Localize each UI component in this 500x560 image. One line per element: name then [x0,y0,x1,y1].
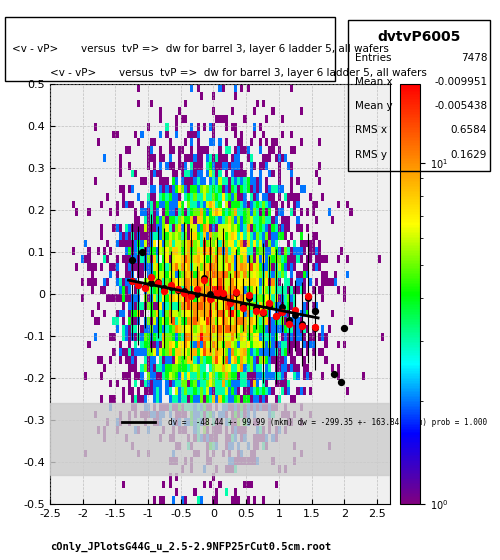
Text: RMS y: RMS y [354,150,386,160]
Text: Mean y: Mean y [354,101,392,111]
Point [298,322,306,331]
Point [226,298,234,307]
Text: 0.1629: 0.1629 [451,150,487,160]
Text: Mean x: Mean x [354,77,392,87]
Point [278,307,286,316]
Point [272,311,280,320]
Text: 7478: 7478 [460,53,487,63]
Point [206,295,214,304]
Text: dv =  -48.44 +- 99.99 (mkm) dw = -299.35 +- 163.84 (mkm) prob = 1.000: dv = -48.44 +- 99.99 (mkm) dw = -299.35 … [168,418,487,427]
Point [138,248,145,256]
Text: <v - vP>       versus  tvP =>  dw for barrel 3, layer 6 ladder 5, all wafers: <v - vP> versus tvP => dw for barrel 3, … [12,44,388,54]
Point [186,292,194,301]
Text: RMS x: RMS x [354,125,386,136]
Point [252,306,260,315]
Point [212,288,220,297]
Point [246,291,254,300]
Point [340,323,348,332]
Point [141,283,149,292]
Point [128,256,136,265]
Point [200,275,207,284]
Point [193,284,201,293]
Text: <v - vP>       versus  tvP =>  dw for barrel 3, layer 6 ladder 5, all wafers: <v - vP> versus tvP => dw for barrel 3, … [50,68,427,78]
Point [258,307,266,316]
Text: dvtvP6005: dvtvP6005 [377,30,460,44]
Point [239,304,247,313]
Point [311,323,319,332]
Point [154,279,162,288]
Point [232,287,240,296]
Point [291,306,299,315]
Text: 0.6584: 0.6584 [451,125,487,136]
Point [265,299,273,308]
Point [148,273,156,282]
Point [330,370,338,379]
Point [304,291,312,300]
Point [128,277,136,286]
Text: Entries: Entries [354,53,391,63]
Text: -0.005438: -0.005438 [434,101,487,111]
Point [284,319,292,328]
Text: cOnly_JPlotsG44G_u_2.5-2.9NFP25rCut0.5cm.root: cOnly_JPlotsG44G_u_2.5-2.9NFP25rCut0.5cm… [50,542,331,552]
Text: -0.009951: -0.009951 [434,77,487,87]
Point [167,281,175,290]
Point [174,284,182,293]
Point [134,281,142,290]
Point [311,306,319,315]
Point [337,377,345,386]
Bar [50,403,390,475]
Point [180,288,188,297]
Point [220,289,228,298]
Point [160,286,168,295]
